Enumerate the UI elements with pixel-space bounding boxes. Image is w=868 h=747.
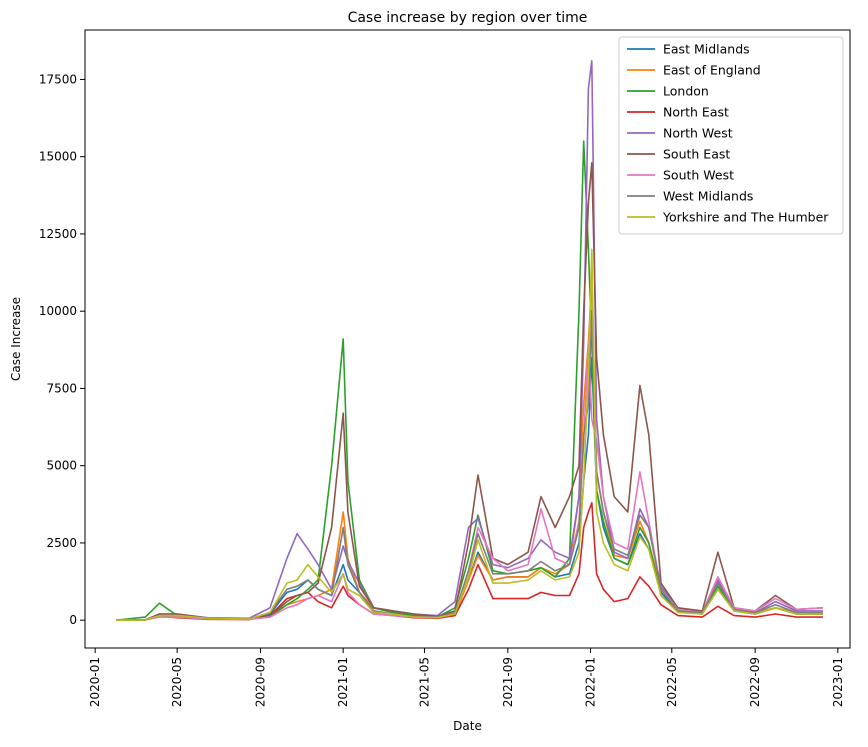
y-axis-title: Case Increase: [9, 297, 23, 381]
legend-label: East Midlands: [663, 42, 750, 57]
x-tick-label: 2022-05: [665, 657, 679, 707]
x-tick-label: 2022-01: [583, 657, 597, 707]
legend-label: Yorkshire and The Humber: [662, 210, 829, 225]
legend-label: North East: [663, 105, 729, 120]
y-tick-label: 7500: [46, 381, 77, 395]
legend-label: North West: [663, 126, 733, 141]
x-tick-label: 2021-01: [336, 657, 350, 707]
legend-label: East of England: [663, 63, 761, 78]
x-tick-label: 2020-09: [253, 657, 267, 707]
series-line-8: [116, 310, 823, 621]
y-tick-label: 17500: [39, 72, 77, 86]
series-line-6: [116, 162, 823, 621]
x-tick-label: 2023-01: [831, 657, 845, 707]
y-tick-label: 15000: [39, 150, 77, 164]
x-axis-title: Date: [453, 719, 482, 733]
series-line-5: [116, 60, 823, 621]
legend-label: South West: [663, 168, 734, 183]
x-tick-label: 2021-05: [417, 657, 431, 707]
legend-label: West Midlands: [663, 189, 753, 204]
x-tick-label: 2020-05: [170, 657, 184, 707]
series-line-4: [116, 501, 823, 621]
y-axis: 0 2500 5000 7500 10000 12500 15000 17500: [39, 72, 85, 627]
x-tick-label: 2022-09: [748, 657, 762, 707]
legend-label: London: [663, 84, 709, 99]
y-tick-label: 2500: [46, 536, 77, 550]
plot-frame: [84, 29, 851, 649]
legend: East Midlands East of England London North …: [618, 36, 844, 235]
legend-box: [618, 36, 844, 235]
x-axis: 2020-01 2020-05 2020-09 2021-01 2021-05 2021-…: [88, 648, 845, 707]
x-tick-label: 2021-09: [501, 657, 515, 707]
legend-label: South East: [663, 147, 730, 162]
y-tick-label: 12500: [39, 227, 77, 241]
series-line-9: [116, 248, 823, 621]
y-tick-label: 10000: [39, 304, 77, 318]
x-tick-label: 2020-01: [88, 657, 102, 707]
y-tick-label: 0: [69, 613, 77, 627]
series-layer: [116, 60, 823, 621]
chart-title: Case increase by region over time: [348, 10, 588, 26]
y-tick-label: 5000: [46, 459, 77, 473]
